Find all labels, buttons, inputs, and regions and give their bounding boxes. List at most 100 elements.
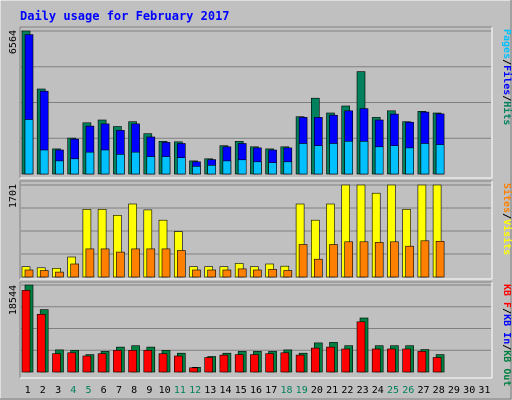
x-tick-label: 5 [85, 385, 91, 396]
bar-sites-22 [344, 241, 354, 278]
bar-sites-20 [313, 258, 323, 278]
bar-sites-21 [329, 244, 338, 278]
legend-entry: / [501, 95, 512, 101]
bar-pages-16 [253, 161, 262, 175]
bar-kb-f-16 [250, 354, 259, 373]
bar-pages-5 [85, 151, 95, 175]
x-tick-label: 12 [189, 385, 201, 396]
x-tick-label: 26 [402, 385, 414, 396]
bar-sites-14 [222, 269, 232, 278]
x-tick-label: 15 [235, 385, 247, 396]
bar-kb-f-9 [143, 350, 153, 373]
bar-pages-3 [55, 160, 64, 175]
bar-pages-9 [146, 156, 156, 175]
bar-sites-27 [420, 240, 430, 278]
legend-entry: Sites [501, 183, 512, 213]
bar-kb-f-12 [189, 367, 198, 373]
bar-kb-f-15 [234, 354, 244, 373]
bar-kb-f-13 [204, 357, 213, 373]
legend-entry: KB In [501, 314, 512, 344]
x-tick-label: 18 [280, 385, 292, 396]
bar-kb-f-28 [432, 357, 442, 373]
legend-entry: KB F [501, 284, 512, 308]
x-tick-label: 28 [433, 385, 445, 396]
bar-pages-20 [313, 145, 323, 175]
legend-entry: Visits [501, 219, 512, 255]
bar-pages-18 [283, 161, 293, 175]
bar-pages-25 [390, 145, 399, 175]
bar-sites-13 [207, 269, 216, 278]
legend-entry: / [501, 308, 512, 314]
bar-pages-1 [24, 119, 34, 175]
x-tick-label: 19 [296, 385, 308, 396]
legend-entry: Pages [501, 29, 512, 59]
bar-kb-f-17 [265, 353, 274, 373]
bar-pages-4 [70, 158, 79, 175]
x-tick-label: 29 [448, 385, 460, 396]
x-tick-label: 14 [219, 385, 231, 396]
bar-sites-2 [39, 270, 49, 278]
bar-pages-19 [298, 143, 308, 175]
bar-kb-f-20 [310, 347, 320, 373]
bar-sites-1 [24, 269, 34, 278]
bar-kb-f-7 [113, 350, 122, 373]
bar-kb-f-2 [36, 313, 46, 373]
x-tick-label: 1 [25, 385, 31, 396]
legend: Sites/Visits [501, 183, 512, 255]
legend-entry: KB Out [501, 350, 512, 386]
bar-pages-27 [420, 143, 430, 175]
x-tick-label: 8 [131, 385, 137, 396]
bar-pages-6 [100, 149, 110, 175]
bar-sites-26 [405, 245, 414, 278]
bar-kb-f-22 [341, 348, 351, 373]
bar-pages-14 [222, 160, 232, 175]
chart-title: Daily usage for February 2017 [20, 9, 230, 23]
legend-entry: / [501, 344, 512, 350]
y-max-label: 1701 [8, 184, 19, 208]
x-tick-label: 20 [311, 385, 323, 396]
bar-pages-22 [344, 141, 354, 175]
bar-sites-16 [253, 269, 262, 278]
y-max-label: 6564 [8, 30, 19, 54]
bar-sites-3 [55, 271, 64, 278]
bar-sites-23 [359, 241, 369, 278]
x-tick-label: 30 [463, 385, 475, 396]
legend: Pages/Files/Hits [501, 29, 512, 125]
bar-sites-15 [237, 268, 247, 278]
bar-kb-f-8 [128, 350, 137, 373]
x-tick-label: 6 [101, 385, 107, 396]
bar-pages-28 [435, 144, 445, 175]
bar-kb-f-10 [158, 353, 168, 373]
bar-pages-17 [268, 162, 277, 175]
x-tick-label: 23 [357, 385, 369, 396]
x-tick-label: 7 [116, 385, 122, 396]
bar-sites-4 [70, 263, 79, 278]
bar-pages-2 [39, 149, 49, 175]
legend-entry: Files [501, 65, 512, 95]
bar-pages-23 [359, 141, 369, 175]
x-tick-label: 9 [146, 385, 152, 396]
x-tick-label: 10 [159, 385, 171, 396]
bar-sites-9 [146, 248, 156, 278]
x-tick-label: 31 [478, 385, 490, 396]
bar-kb-f-26 [402, 348, 411, 373]
bar-pages-8 [131, 151, 140, 175]
bar-pages-13 [207, 165, 216, 175]
bar-sites-7 [116, 251, 125, 278]
bar-pages-21 [329, 143, 338, 175]
bar-pages-7 [116, 154, 125, 175]
bar-kb-f-11 [174, 355, 183, 373]
bar-sites-5 [85, 248, 95, 278]
bar-kb-f-5 [82, 355, 92, 373]
x-tick-label: 22 [341, 385, 353, 396]
x-tick-label: 24 [372, 385, 384, 396]
bar-sites-25 [390, 241, 399, 278]
y-max-label: 18544 [8, 285, 19, 315]
bar-sites-28 [435, 241, 445, 278]
bar-kb-f-24 [371, 348, 381, 373]
legend: KB F/KB In/KB Out [501, 284, 512, 386]
bar-kb-f-14 [219, 354, 229, 373]
legend-entry: / [501, 59, 512, 65]
x-tick-label: 21 [326, 385, 338, 396]
